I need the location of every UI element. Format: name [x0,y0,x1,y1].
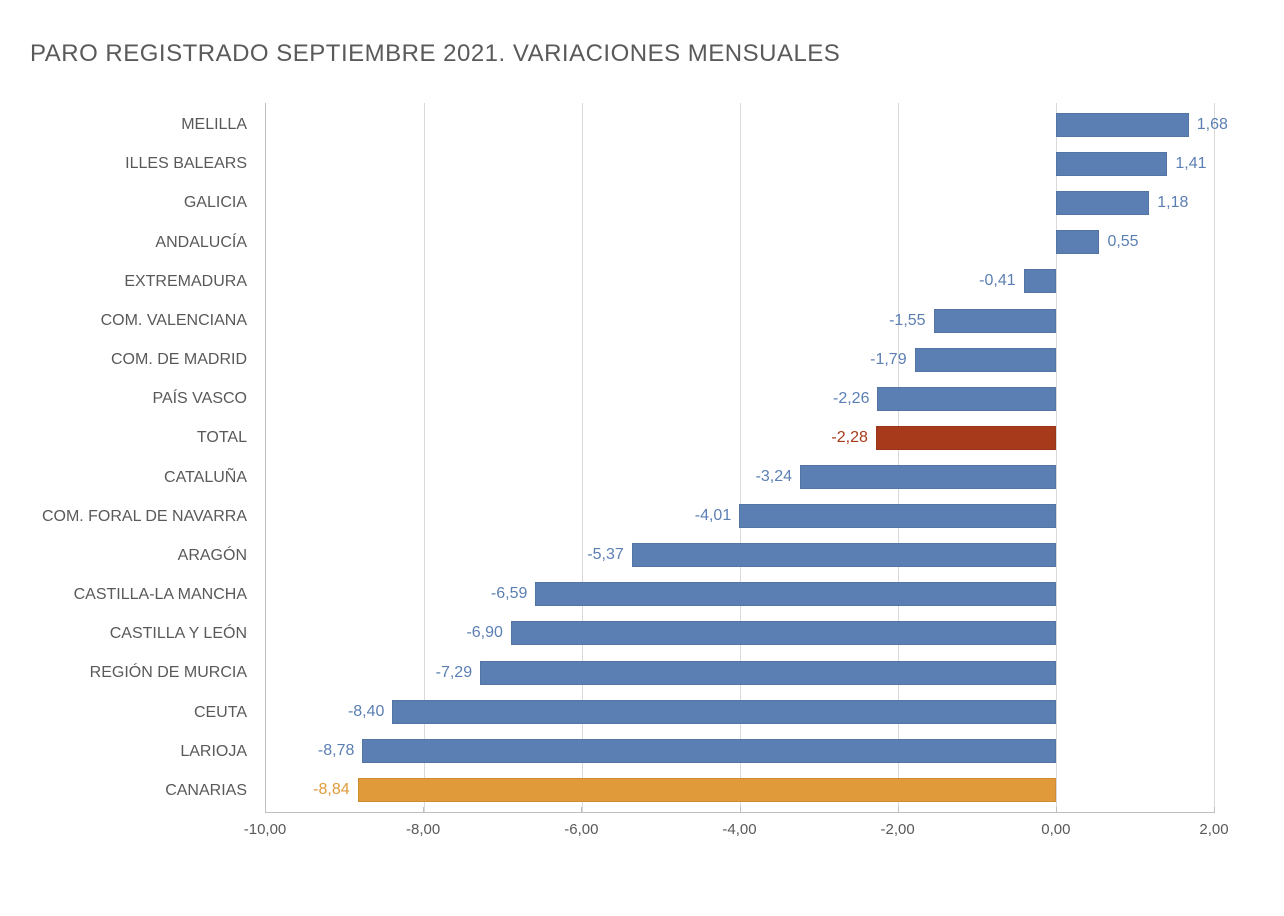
x-tick-mark [423,807,424,813]
bar-value-label: -0,41 [979,272,1015,290]
x-tick-mark [581,807,582,813]
plot-area: 1,68 1,41 1,18 0,55 -0,41 -1,55 -1,79 -2,26 -2,2… [265,103,1214,813]
x-tick-label: -6,00 [564,821,598,838]
bar-value-label: -4,01 [695,507,731,525]
x-tick-mark [740,807,741,813]
bar-row: -2,26 [266,387,1214,411]
bar [362,739,1056,763]
bar-value-label: -8,40 [348,703,384,721]
x-tick-label: 0,00 [1041,821,1070,838]
bar-row: -6,90 [266,621,1214,645]
gridline [1214,103,1215,812]
category-label: COM. FORAL DE NAVARRA [30,505,255,529]
bar-row: -1,55 [266,309,1214,333]
bar-row: -8,84 [266,778,1214,802]
bar-row: -1,79 [266,348,1214,372]
bar-row: -0,41 [266,269,1214,293]
bar-row: -6,59 [266,582,1214,606]
bar [877,387,1056,411]
bar-row: -8,78 [266,739,1214,763]
chart-container: MELILLA ILLES BALEARS GALICIA ANDALUCÍA EXTR… [30,103,1254,863]
bar-row: 0,55 [266,230,1214,254]
category-axis: MELILLA ILLES BALEARS GALICIA ANDALUCÍA EXTR… [30,103,255,813]
category-label: COM. DE MADRID [30,348,255,372]
bar [1056,230,1099,254]
bar [800,465,1056,489]
bar-row: 1,18 [266,191,1214,215]
bar-value-label: -6,90 [466,624,502,642]
bar [535,582,1056,606]
x-tick-label: -4,00 [722,821,756,838]
x-tick-mark [1056,807,1057,813]
bar-value-label: -2,28 [831,429,867,447]
bar [1024,269,1056,293]
x-tick-label: 2,00 [1199,821,1228,838]
category-label: CASTILLA Y LEÓN [30,622,255,646]
bar [915,348,1056,372]
bar-value-label: -1,55 [889,312,925,330]
bar-value-label: -3,24 [756,468,792,486]
bar-value-label: 1,68 [1197,116,1228,134]
bar-row: -4,01 [266,504,1214,528]
bar-value-label: 1,18 [1157,194,1188,212]
bar [876,426,1056,450]
x-tick-mark [1214,807,1215,813]
bar [1056,152,1167,176]
bar-row: -3,24 [266,465,1214,489]
bar [392,700,1056,724]
category-label: CEUTA [30,701,255,725]
bar-value-label: -6,59 [491,585,527,603]
category-label: ARAGÓN [30,544,255,568]
category-label: MELILLA [30,113,255,137]
bar-value-label: -7,29 [436,664,472,682]
bar-value-label: 0,55 [1107,233,1138,251]
bar-value-label: -8,78 [318,742,354,760]
x-tick-mark [265,807,266,813]
category-label: CATALUÑA [30,466,255,490]
bar [358,778,1056,802]
bar-value-label: -1,79 [870,351,906,369]
category-label: ILLES BALEARS [30,152,255,176]
x-axis: -10,00-8,00-6,00-4,00-2,000,002,00 [265,813,1214,863]
bar [739,504,1056,528]
category-label: GALICIA [30,191,255,215]
category-label: CASTILLA-LA MANCHA [30,583,255,607]
bar [511,621,1056,645]
bar-value-label: -8,84 [313,781,349,799]
bar-value-label: 1,41 [1175,155,1206,173]
category-label: PAÍS VASCO [30,387,255,411]
x-tick-mark [898,807,899,813]
bar-value-label: -5,37 [587,546,623,564]
chart-title: PARO REGISTRADO SEPTIEMBRE 2021. VARIACI… [30,40,1254,68]
category-label: ANDALUCÍA [30,231,255,255]
category-label: LARIOJA [30,740,255,764]
category-label: TOTAL [30,426,255,450]
bar-row: -7,29 [266,661,1214,685]
x-tick-label: -8,00 [406,821,440,838]
bar-value-label: -2,26 [833,390,869,408]
bar [1056,113,1189,137]
x-tick-label: -2,00 [881,821,915,838]
category-label: COM. VALENCIANA [30,309,255,333]
category-label: EXTREMADURA [30,270,255,294]
bar [1056,191,1149,215]
category-label: REGIÓN DE MURCIA [30,661,255,685]
bar-row: 1,41 [266,152,1214,176]
bar [632,543,1056,567]
bar-row: -5,37 [266,543,1214,567]
bar [480,661,1056,685]
bar-row: 1,68 [266,113,1214,137]
bar-row: -2,28 [266,426,1214,450]
x-tick-label: -10,00 [244,821,287,838]
category-label: CANARIAS [30,779,255,803]
bar [934,309,1056,333]
bar-row: -8,40 [266,700,1214,724]
